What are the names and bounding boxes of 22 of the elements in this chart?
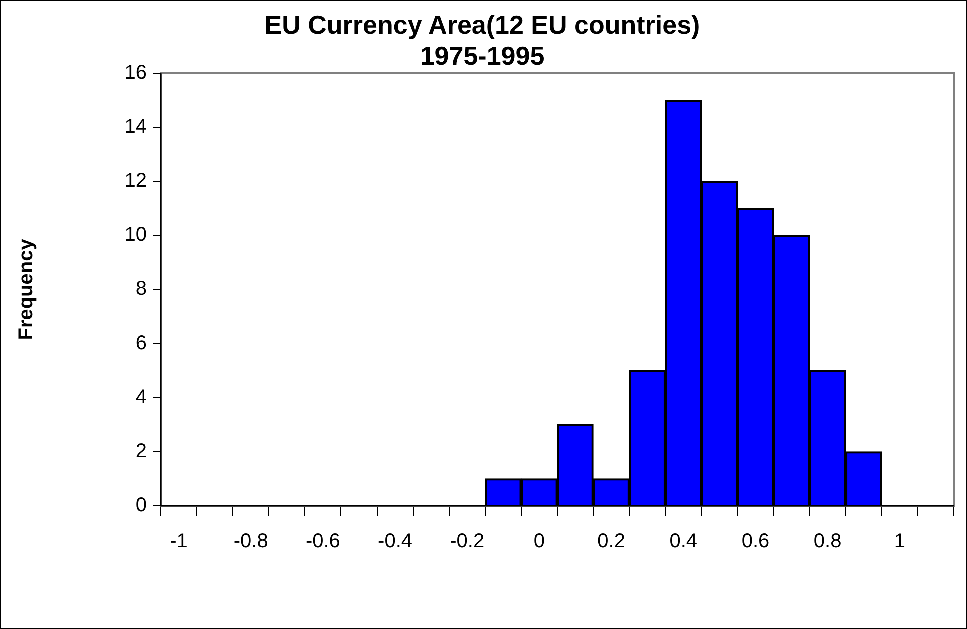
- y-tick-label: 6: [136, 332, 147, 354]
- x-tick-label: -0.6: [306, 530, 340, 553]
- x-tick-label: -0.8: [234, 530, 268, 553]
- y-tick-label: 16: [124, 62, 147, 84]
- x-tick-label: -0.4: [378, 530, 413, 553]
- y-tick-label: 8: [136, 278, 147, 300]
- y-axis-title: Frequency: [16, 238, 38, 340]
- x-tick-label: 0.8: [814, 530, 842, 553]
- y-tick-label: 4: [136, 386, 147, 408]
- chart-title: EU Currency Area(12 EU countries) 1975-1995: [264, 10, 700, 71]
- x-tick-label: -1: [170, 530, 188, 553]
- y-tick-label: 10: [124, 224, 147, 246]
- x-tick-label: 0.6: [742, 530, 770, 553]
- x-tick-label: 0.4: [670, 530, 698, 553]
- y-tick-label: 0: [136, 494, 147, 517]
- x-tick-label: 0: [534, 530, 546, 553]
- y-tick-label: 12: [124, 170, 147, 192]
- x-tick-label: -0.2: [450, 530, 485, 553]
- x-tick-label: 0.2: [598, 530, 626, 553]
- y-tick-label: 14: [124, 116, 147, 138]
- y-tick-label: 2: [136, 440, 147, 462]
- x-tick-label: 1: [894, 530, 906, 553]
